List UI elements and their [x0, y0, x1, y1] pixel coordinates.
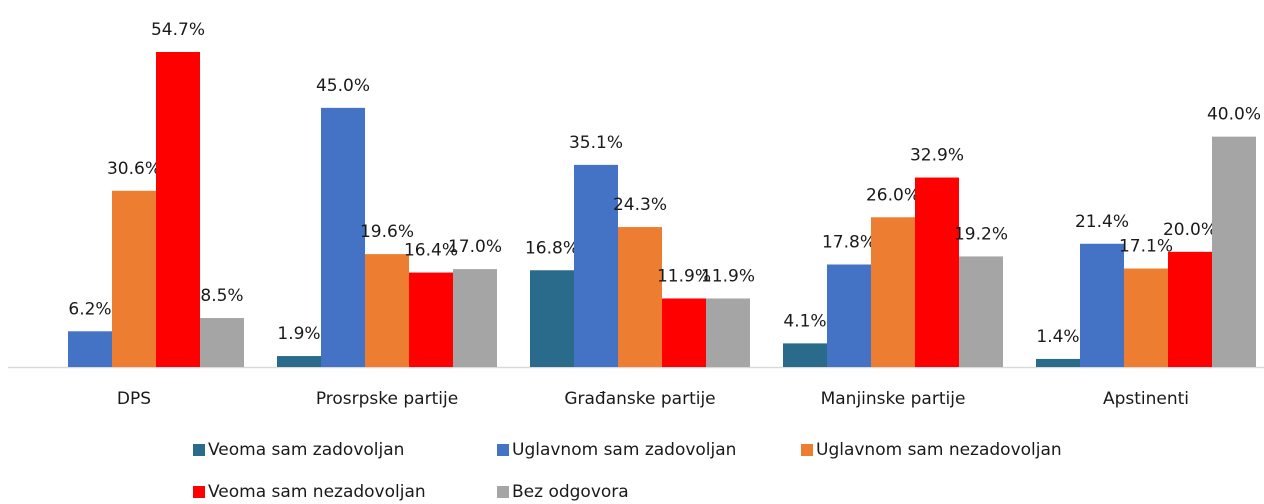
bar — [662, 298, 706, 367]
value-label: 8.5% — [200, 286, 243, 306]
bar — [1080, 243, 1124, 367]
bar — [827, 264, 871, 367]
bar — [574, 164, 618, 367]
value-label: 19.6% — [360, 222, 414, 242]
bar — [1168, 251, 1212, 367]
bar — [783, 343, 827, 367]
value-label: 45.0% — [316, 76, 370, 96]
bar — [1212, 136, 1256, 367]
value-label: 17.1% — [1119, 237, 1173, 257]
value-label: 16.4% — [404, 241, 458, 261]
value-label: 6.2% — [68, 299, 111, 319]
value-label: 40.0% — [1207, 105, 1261, 125]
value-label: 11.9% — [657, 266, 711, 286]
value-label: 4.1% — [783, 311, 826, 331]
value-label: 35.1% — [569, 133, 623, 153]
x-tick-label: Prosrpske partije — [316, 389, 458, 409]
bar — [1036, 358, 1080, 367]
bar — [618, 227, 662, 367]
value-label: 32.9% — [910, 146, 964, 166]
bar — [156, 52, 200, 367]
value-label: 17.8% — [822, 232, 876, 252]
bar — [453, 269, 497, 367]
bar — [277, 356, 321, 367]
value-label: 1.9% — [277, 324, 320, 344]
bar — [365, 254, 409, 367]
x-tick-label: DPS — [117, 389, 151, 409]
legend-swatch — [497, 444, 509, 456]
value-label: 11.9% — [701, 266, 755, 286]
legend-label: Veoma sam zadovoljan — [208, 440, 404, 460]
value-label: 54.7% — [151, 20, 205, 40]
value-label: 30.6% — [107, 159, 161, 179]
value-label: 24.3% — [613, 195, 667, 215]
bar — [321, 107, 365, 368]
value-label: 16.8% — [525, 238, 579, 258]
bar — [200, 318, 244, 367]
bar — [959, 256, 1003, 367]
legend-label: Uglavnom sam nezadovoljan — [816, 440, 1062, 460]
legend-swatch — [801, 444, 813, 456]
x-tick-label: Građanske partije — [564, 389, 715, 409]
value-label: 20.0% — [1163, 220, 1217, 240]
bar — [112, 190, 156, 367]
x-tick-label: Apstinenti — [1103, 389, 1189, 409]
value-label: 1.4% — [1036, 327, 1079, 347]
bar — [409, 272, 453, 367]
bar — [68, 331, 112, 367]
value-label: 19.2% — [954, 224, 1008, 244]
bar — [915, 177, 959, 367]
legend-label: Bez odgovora — [512, 482, 629, 502]
x-tick-label: Manjinske partije — [821, 389, 966, 409]
legend-swatch — [193, 486, 205, 498]
legend-swatch — [193, 444, 205, 456]
value-label: 17.0% — [448, 237, 502, 257]
legend-label: Veoma sam nezadovoljan — [208, 482, 426, 502]
bar — [871, 217, 915, 367]
legend-label: Uglavnom sam zadovoljan — [512, 440, 736, 460]
legend-swatch — [497, 486, 509, 498]
bar — [530, 270, 574, 367]
value-label: 21.4% — [1075, 212, 1129, 232]
bar — [706, 298, 750, 367]
bar — [1124, 268, 1168, 367]
value-label: 26.0% — [866, 185, 920, 205]
